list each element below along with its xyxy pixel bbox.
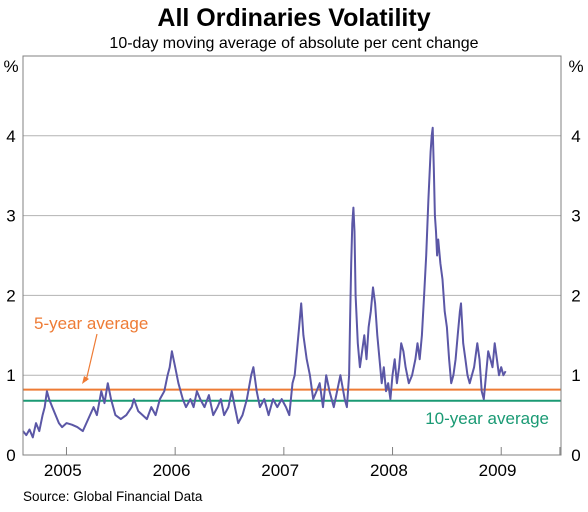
x-label-2007: 2007	[261, 461, 299, 480]
y-tick-right-4: 4	[571, 127, 580, 146]
plot-frame	[22, 55, 562, 456]
source-note: Source: Global Financial Data	[23, 489, 203, 504]
five-year-arrowhead	[82, 376, 89, 384]
y-tick-right-2: 2	[571, 286, 580, 305]
y-tick-labels: 0 0 1 1 2 2 3 3 4 4	[6, 127, 580, 465]
y-tick-right-3: 3	[571, 207, 580, 226]
gridlines	[23, 135, 561, 376]
x-label-2009: 2009	[479, 461, 517, 480]
y-tick-left-2: 2	[6, 286, 15, 305]
series-layer	[22, 126, 507, 439]
x-label-2006: 2006	[153, 461, 191, 480]
y-tick-right-0: 0	[571, 446, 580, 465]
chart-subtitle: 10-day moving average of absolute per ce…	[109, 35, 478, 52]
five-year-average-label: 5-year average	[34, 314, 148, 333]
x-ticks	[65, 447, 561, 455]
five-year-arrow	[85, 333, 98, 382]
y-tick-right-1: 1	[571, 366, 580, 385]
y-unit-right: %	[568, 57, 583, 76]
y-tick-left-0: 0	[6, 446, 15, 465]
x-label-2008: 2008	[370, 461, 408, 480]
ten-year-average-label: 10-year average	[425, 409, 549, 428]
volatility-series-line	[22, 126, 507, 439]
y-unit-left: %	[3, 57, 18, 76]
x-label-2005: 2005	[44, 461, 82, 480]
x-tick-labels: 2005 2006 2007 2008 2009	[44, 461, 517, 480]
y-tick-left-4: 4	[6, 127, 15, 146]
y-tick-left-1: 1	[6, 366, 15, 385]
chart-title: All Ordinaries Volatility	[157, 4, 430, 32]
y-tick-left-3: 3	[6, 207, 15, 226]
